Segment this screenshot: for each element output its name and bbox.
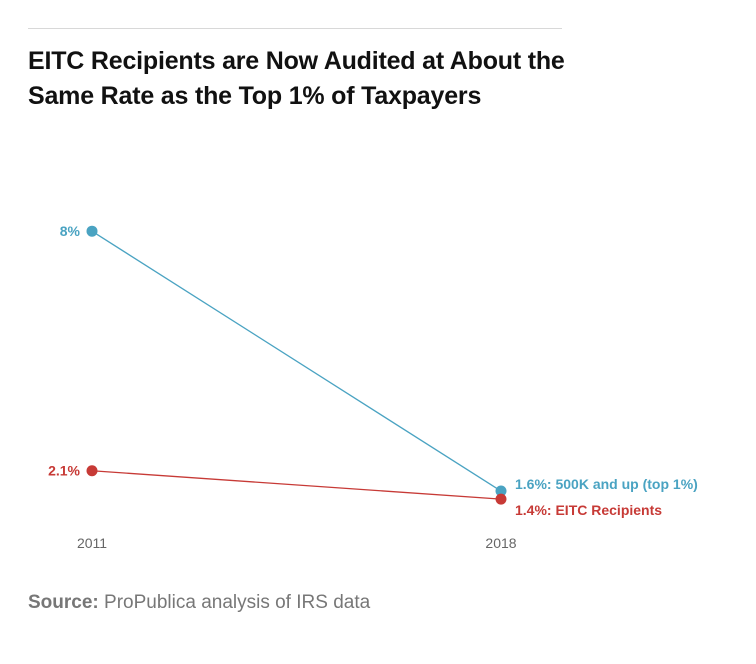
data-point-eitc-recipients-2011 [86, 465, 98, 477]
data-label-500k-and-up-top-1-end: 1.6%: 500K and up (top 1%) [515, 476, 698, 492]
series-line-eitc-recipients [91, 470, 502, 500]
source-note: Source: ProPublica analysis of IRS data [28, 592, 370, 614]
top-divider [28, 28, 562, 29]
x-tick-label-2011: 2011 [77, 535, 107, 551]
data-point-eitc-recipients-2018 [495, 493, 507, 505]
x-tick-label-2018: 2018 [485, 535, 516, 551]
series-line-500k-and-up-top-1 [91, 230, 502, 492]
data-point-500k-and-up-top-1-2011 [86, 225, 98, 237]
data-label-eitc-recipients-start: 2.1% [48, 463, 80, 479]
data-label-eitc-recipients-end: 1.4%: EITC Recipients [515, 502, 662, 518]
source-text: ProPublica analysis of IRS data [98, 592, 371, 613]
data-label-500k-and-up-top-1-start: 8% [60, 223, 81, 239]
data-point-500k-and-up-top-1-2018 [495, 485, 507, 497]
chart-title: EITC Recipients are Now Audited at About… [28, 47, 565, 110]
source-label: Source: [28, 592, 99, 613]
